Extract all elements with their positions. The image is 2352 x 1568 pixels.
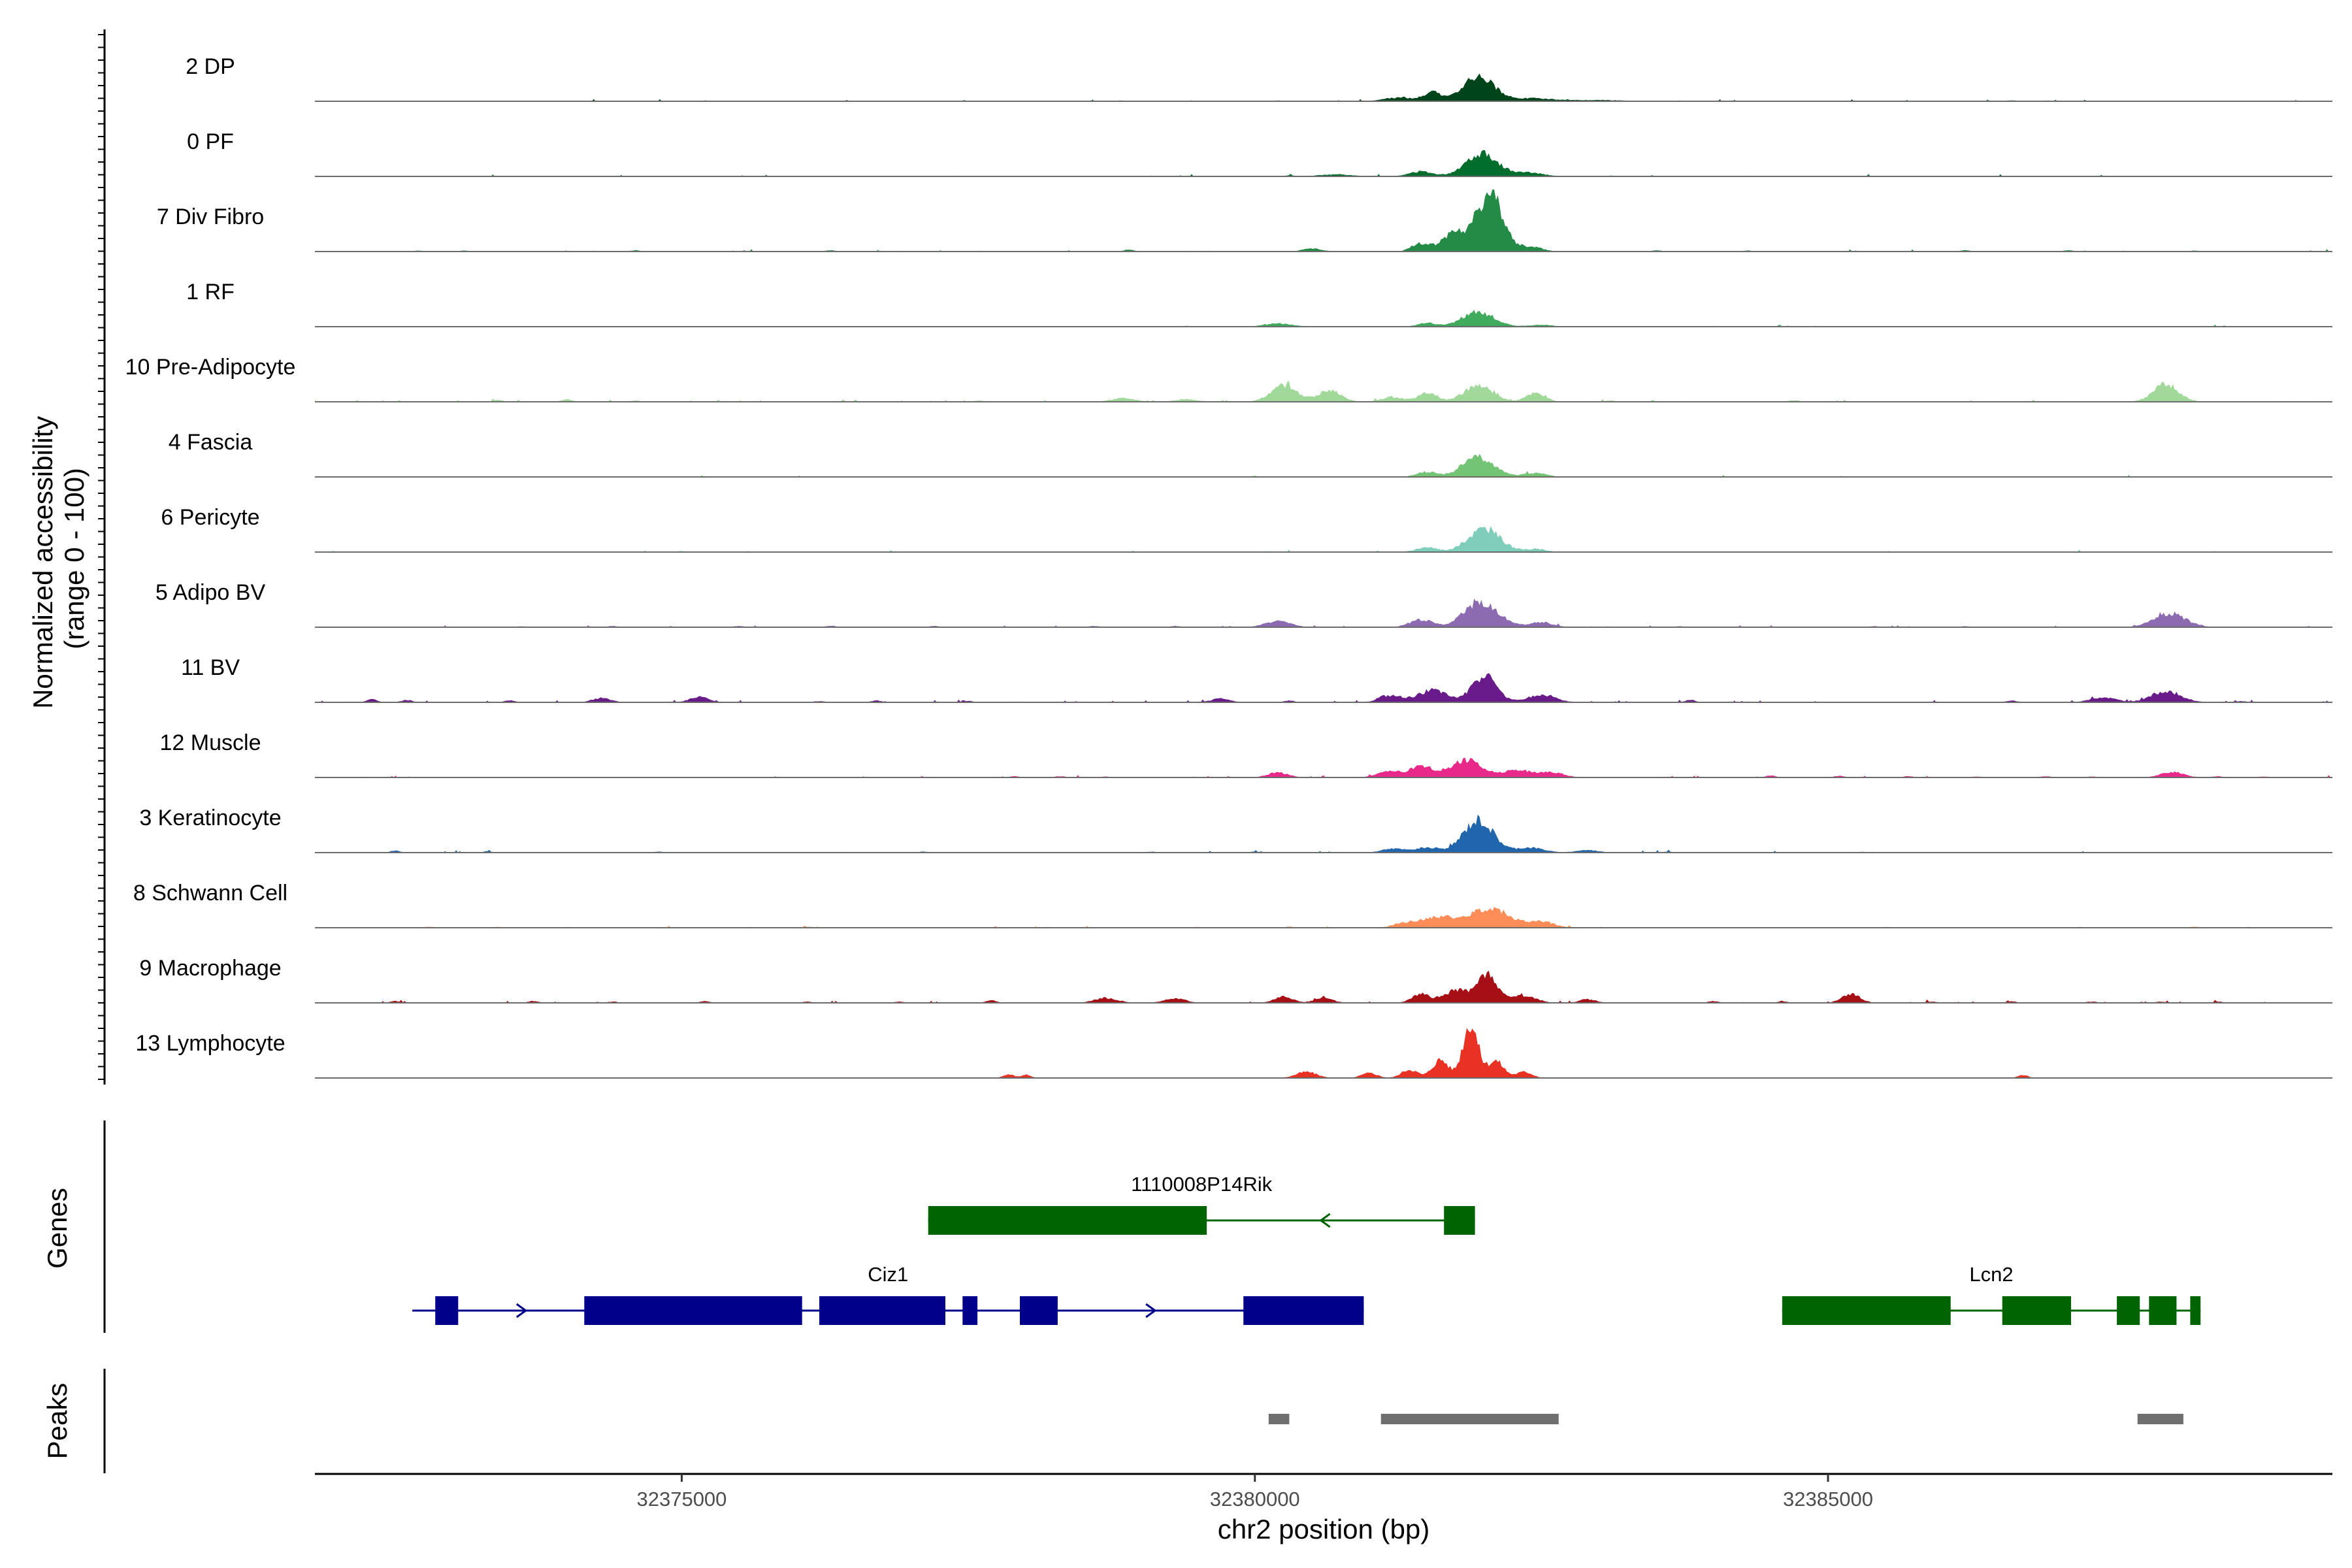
track-label: 2 DP — [186, 54, 235, 79]
peak-region — [1380, 1414, 1559, 1424]
gene-model: 1110008P14Rik — [928, 1173, 1475, 1235]
genes-panel-title: Genes — [42, 1188, 73, 1269]
track-label: 13 Lymphocyte — [135, 1031, 285, 1056]
gene-exon — [1020, 1296, 1058, 1325]
track-label: 3 Keratinocyte — [139, 806, 281, 830]
track-label: 0 PF — [187, 129, 234, 154]
peak-region — [1268, 1414, 1290, 1424]
gene-exon — [584, 1296, 802, 1325]
coverage-area — [315, 380, 2332, 402]
gene-exon — [2117, 1296, 2140, 1325]
gene-exon — [1243, 1296, 1364, 1325]
gene-exon — [2002, 1296, 2071, 1325]
gene-model: Ciz1 — [412, 1263, 1364, 1325]
gene-exon — [2149, 1296, 2177, 1325]
peak-region — [2137, 1414, 2183, 1424]
gene-exon — [1444, 1206, 1475, 1235]
y-axis-title: Normalized accessibility (range 0 - 100) — [27, 408, 90, 709]
coverage-track: 7 Div Fibro — [157, 189, 2332, 252]
gene-label: Lcn2 — [1969, 1263, 2013, 1286]
gene-exon — [435, 1296, 459, 1325]
coverage-track: 13 Lymphocyte — [135, 1028, 2332, 1079]
track-label: 11 BV — [181, 655, 240, 680]
track-label: 10 Pre-Adipocyte — [125, 355, 296, 380]
coverage-track: 10 Pre-Adipocyte — [125, 355, 2332, 402]
x-tick-label: 32380000 — [1210, 1488, 1300, 1511]
coverage-track: 5 Adipo BV — [155, 580, 2332, 628]
peaks-panel-title: Peaks — [42, 1383, 73, 1460]
gene-exon — [2190, 1296, 2201, 1325]
coverage-track: 11 BV — [181, 655, 2332, 703]
coverage-track: 4 Fascia — [169, 430, 2332, 478]
coverage-track: 0 PF — [187, 129, 2332, 177]
gene-model: Lcn2 — [1782, 1263, 2201, 1325]
gene-annotation-track: 1110008P14Rik Ciz1 Lcn2 — [412, 1173, 2201, 1325]
coverage-track: 9 Macrophage — [139, 956, 2332, 1004]
track-label: 5 Adipo BV — [155, 580, 266, 605]
x-tick-label: 32385000 — [1783, 1488, 1873, 1511]
track-label: 8 Schwann Cell — [133, 881, 287, 906]
gene-exon — [928, 1206, 1207, 1235]
coverage-track: 1 RF — [186, 280, 2332, 327]
strand-arrow — [515, 1303, 528, 1318]
x-axis-ticks: 32375000 32380000 32385000 — [636, 1474, 1873, 1511]
track-label: 9 Macrophage — [139, 956, 281, 981]
gene-exon — [819, 1296, 945, 1325]
coverage-track: 12 Muscle — [160, 730, 2332, 778]
coverage-tracks: 2 DP 0 PF 7 Div Fibro 1 RF 10 Pre-Adipocyte 4… — [125, 54, 2332, 1079]
gene-label: 1110008P14Rik — [1131, 1173, 1273, 1196]
gene-exon — [1782, 1296, 1951, 1325]
coverage-area — [315, 970, 2332, 1003]
x-tick-label: 32375000 — [636, 1488, 727, 1511]
track-label: 7 Div Fibro — [157, 204, 264, 229]
gene-exon — [962, 1296, 978, 1325]
coverage-track: 2 DP — [186, 54, 2332, 102]
gene-label: Ciz1 — [868, 1263, 908, 1286]
track-label: 1 RF — [186, 280, 235, 304]
coverage-y-axis — [98, 29, 106, 1085]
peak-region-track — [1268, 1414, 2183, 1424]
track-label: 12 Muscle — [160, 730, 261, 755]
x-axis-title: chr2 position (bp) — [1218, 1514, 1430, 1544]
coverage-track: 3 Keratinocyte — [139, 806, 2332, 853]
coverage-track: 8 Schwann Cell — [133, 881, 2332, 928]
strand-arrow — [1145, 1303, 1157, 1318]
track-label: 6 Pericyte — [161, 505, 259, 530]
strand-arrow — [1319, 1213, 1331, 1228]
track-label: 4 Fascia — [169, 430, 253, 455]
coverage-track: 6 Pericyte — [161, 505, 2332, 553]
